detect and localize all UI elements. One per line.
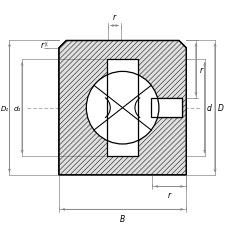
Text: r: r [112,13,116,22]
Text: D₁: D₁ [0,105,8,111]
Polygon shape [150,99,181,117]
Polygon shape [59,41,185,175]
Polygon shape [107,60,138,156]
Text: d: d [206,104,211,113]
Polygon shape [150,99,181,117]
Text: r: r [40,41,44,49]
Text: r: r [199,65,202,75]
Text: d₁: d₁ [14,105,21,111]
Polygon shape [150,99,181,117]
Circle shape [86,72,158,144]
Text: B: B [120,214,125,223]
Text: D: D [216,104,222,113]
Text: r: r [167,191,170,200]
Polygon shape [59,41,185,175]
